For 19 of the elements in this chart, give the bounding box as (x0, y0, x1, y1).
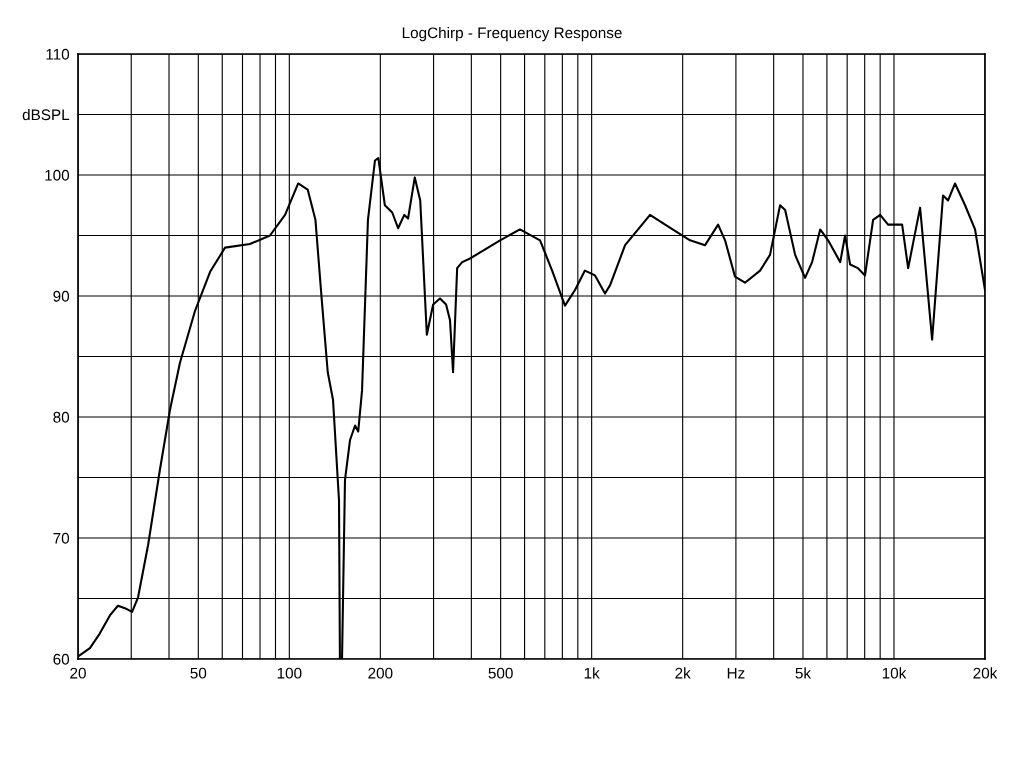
x-tick-label: 200 (368, 667, 393, 679)
x-tick-label: 2k (675, 667, 691, 679)
y-tick-label: 100 (45, 169, 70, 181)
x-tick-label: 50 (190, 667, 207, 679)
x-tick-label: 20 (70, 667, 86, 679)
y-tick-label: 60 (53, 653, 70, 665)
y-tick-label: 80 (53, 411, 70, 423)
y-tick-label: 70 (53, 532, 70, 544)
x-tick-label: 100 (277, 667, 302, 679)
y-tick-label: dBSPL (22, 108, 70, 121)
chart-title: LogChirp - Frequency Response (402, 27, 622, 42)
y-tick-label: 90 (53, 290, 70, 302)
x-tick-label: 20k (973, 667, 998, 679)
x-tick-label: 10k (882, 667, 907, 679)
x-tick-label: 5k (795, 667, 812, 679)
y-tick-label: 110 (46, 48, 70, 60)
x-tick-label: 1k (584, 667, 600, 679)
x-tick-label: 500 (488, 667, 513, 679)
x-tick-label: Hz (727, 667, 745, 679)
